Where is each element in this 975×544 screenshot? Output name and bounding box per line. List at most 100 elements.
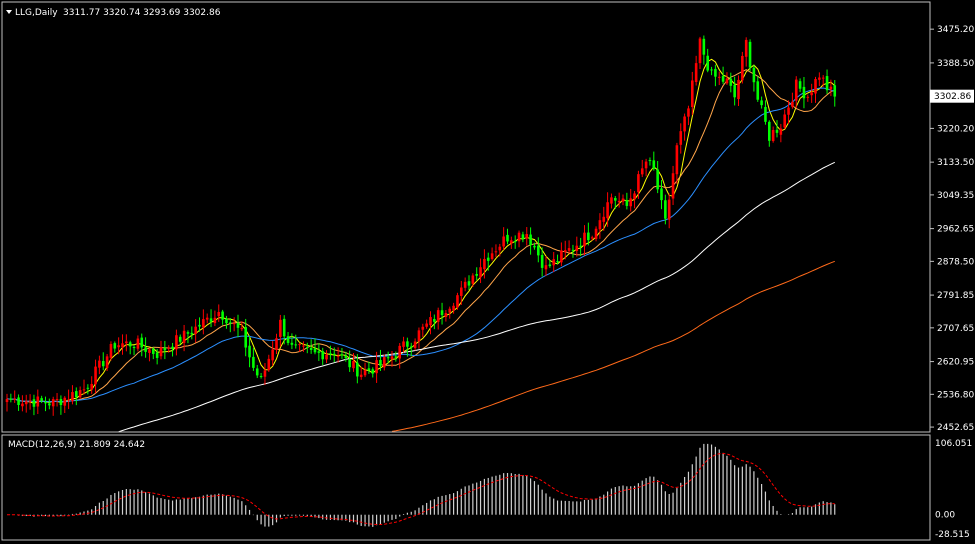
candle — [664, 194, 667, 225]
candle — [425, 319, 428, 329]
candle — [629, 188, 632, 212]
candle — [86, 384, 90, 395]
candle — [198, 317, 201, 332]
candle — [136, 335, 140, 352]
candle — [279, 314, 282, 347]
candle — [71, 385, 74, 405]
candle — [768, 120, 771, 147]
candle — [617, 192, 621, 208]
candle — [271, 341, 274, 366]
candle — [583, 225, 586, 256]
candle — [671, 165, 675, 205]
price-tick-label: 2878.50 — [937, 257, 974, 267]
candle — [467, 275, 471, 291]
ma-200-line — [391, 260, 835, 432]
candle — [17, 394, 20, 411]
candle — [798, 78, 802, 93]
candle — [336, 347, 340, 363]
candle — [744, 37, 748, 67]
candle — [244, 318, 247, 357]
macd-signal-line — [7, 452, 835, 525]
candle — [579, 237, 582, 257]
candle — [248, 335, 251, 368]
candle — [221, 309, 224, 325]
candle — [229, 318, 232, 333]
candle — [148, 347, 151, 362]
price-tick-label: 2452.65 — [937, 423, 974, 433]
candle — [152, 347, 155, 360]
price-tick-label: 3220.20 — [937, 124, 974, 134]
candle — [802, 77, 806, 109]
candle — [178, 334, 182, 345]
candle — [36, 389, 40, 414]
candle — [806, 94, 810, 102]
candle — [394, 351, 398, 362]
candle — [698, 36, 702, 70]
candle — [725, 72, 729, 85]
macd-axis: 106.051 0.00 -28.515 — [935, 439, 972, 540]
candle — [621, 194, 625, 206]
candle — [90, 376, 93, 394]
candle — [75, 387, 78, 406]
candle — [721, 66, 725, 84]
candle — [540, 247, 544, 277]
candle — [240, 321, 244, 332]
candle — [367, 361, 371, 374]
candle — [829, 79, 833, 97]
price-tick-label: 3133.50 — [937, 158, 974, 168]
candle — [413, 338, 417, 351]
candle — [225, 315, 228, 329]
candle — [818, 72, 821, 86]
candle — [498, 243, 502, 257]
candle — [186, 330, 190, 344]
candle — [398, 343, 401, 369]
candle — [383, 354, 386, 371]
candle — [55, 393, 59, 407]
candle — [390, 350, 394, 367]
candle — [21, 395, 24, 412]
candle — [298, 342, 301, 352]
candle — [163, 340, 167, 360]
candle — [779, 123, 783, 143]
candle — [587, 222, 590, 246]
candle — [344, 351, 348, 362]
candle — [675, 142, 679, 184]
candle — [494, 244, 498, 258]
candle — [386, 351, 390, 364]
price-pane[interactable] — [1, 1, 931, 433]
candle — [764, 100, 767, 125]
candle — [94, 359, 97, 394]
candle — [648, 157, 652, 166]
macd-signal-path — [7, 452, 835, 525]
candle — [332, 347, 336, 363]
candle — [810, 83, 813, 103]
candle — [317, 343, 321, 361]
candle — [760, 96, 763, 109]
candle — [567, 240, 571, 254]
price-candles — [5, 35, 837, 416]
candle — [232, 317, 236, 332]
candle — [714, 64, 717, 87]
candle — [748, 39, 752, 72]
candle — [125, 334, 128, 352]
price-pane-frame — [1, 1, 931, 433]
candle — [683, 113, 686, 141]
candle — [737, 75, 740, 106]
macd-pane[interactable]: MACD(12,26,9) 21.809 24.642 — [1, 434, 931, 541]
candle — [537, 237, 540, 263]
candle — [633, 191, 636, 209]
candle — [475, 267, 478, 281]
dropdown-triangle-icon[interactable] — [6, 10, 12, 14]
candle — [259, 372, 263, 379]
candle — [637, 170, 640, 199]
candle — [117, 337, 120, 355]
candle — [109, 341, 113, 361]
candle — [379, 349, 382, 371]
candle — [44, 396, 47, 412]
price-tick-label: 2962.65 — [937, 225, 974, 235]
candle — [9, 393, 13, 403]
price-tick-label: 2536.80 — [937, 390, 974, 400]
candle — [306, 342, 309, 354]
